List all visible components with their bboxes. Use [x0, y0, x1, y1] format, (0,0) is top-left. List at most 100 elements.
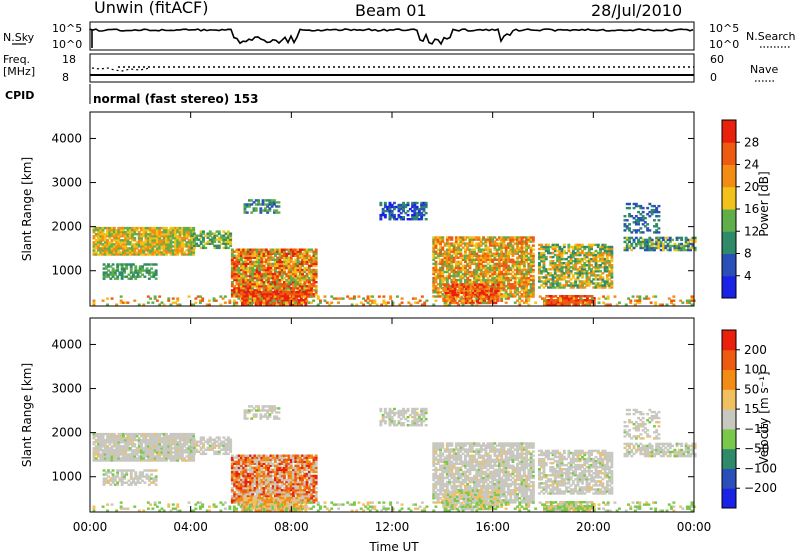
- power-cell: [552, 302, 555, 304]
- power-cell: [384, 216, 387, 218]
- power-cell: [497, 288, 500, 290]
- power-cell: [393, 214, 396, 216]
- power-cell: [658, 227, 661, 229]
- power-cell: [507, 297, 510, 299]
- power-cell: [469, 295, 472, 297]
- power-cell: [315, 285, 318, 287]
- power-cell: [201, 297, 204, 299]
- power-cell: [384, 202, 387, 204]
- power-cell: [106, 297, 109, 299]
- power-cell: [192, 253, 195, 255]
- power-cell: [672, 300, 675, 302]
- power-cell: [580, 302, 583, 304]
- power-cell: [441, 238, 444, 240]
- power-cell: [574, 280, 577, 282]
- power-cell: [116, 267, 119, 269]
- power-cell: [669, 249, 672, 251]
- power-cell: [583, 266, 586, 268]
- power-cell: [337, 302, 340, 304]
- power-cell: [469, 267, 472, 269]
- power-cell: [301, 302, 304, 304]
- power-cell: [204, 247, 207, 249]
- power-cell: [671, 239, 674, 241]
- power-cell: [635, 203, 638, 205]
- power-cell: [580, 297, 583, 299]
- power-cell: [208, 300, 211, 302]
- power-cell: [650, 302, 653, 304]
- power-cell: [401, 297, 404, 299]
- power-cell: [441, 236, 444, 238]
- power-cell: [628, 227, 631, 229]
- power-cell: [155, 269, 158, 271]
- power-cell: [426, 300, 429, 302]
- power-cell: [156, 300, 159, 302]
- power-cell: [407, 214, 410, 216]
- power-cell: [630, 243, 633, 245]
- power-cell: [393, 202, 396, 204]
- nave-label: Nave: [750, 63, 778, 76]
- power-cell: [303, 295, 306, 297]
- nsky-top-tick: 10^5: [52, 22, 82, 35]
- power-cell: [532, 249, 535, 251]
- power-cell: [597, 244, 600, 246]
- power-cell: [567, 274, 570, 276]
- power-cell: [610, 246, 613, 248]
- power-cell: [441, 247, 444, 249]
- power-cell: [532, 275, 535, 277]
- power-cell: [462, 300, 465, 302]
- power-cell: [315, 253, 318, 255]
- power-cell: [654, 302, 657, 304]
- power-cell: [563, 250, 566, 252]
- cpid-label: CPID: [5, 89, 34, 102]
- power-cell: [278, 300, 281, 302]
- power-cell: [246, 211, 249, 213]
- power-cell: [249, 295, 252, 297]
- power-cell: [362, 297, 365, 299]
- power-cell: [532, 289, 535, 291]
- power-cell: [222, 230, 225, 232]
- power-cell: [570, 300, 573, 302]
- power-cell: [543, 252, 546, 254]
- power-cell: [644, 217, 647, 219]
- power-cell: [304, 291, 307, 293]
- power-cell: [151, 302, 154, 304]
- velocity-cell: [176, 459, 179, 461]
- power-cell: [532, 261, 535, 263]
- power-cell: [155, 263, 158, 265]
- power-cell: [227, 247, 230, 249]
- power-cell: [402, 216, 405, 218]
- power-cell: [450, 300, 453, 302]
- power-cell: [315, 275, 318, 277]
- power-cell: [642, 211, 645, 213]
- power-cell: [379, 216, 382, 218]
- velocity-cell: [165, 459, 168, 461]
- power-cell: [278, 201, 281, 203]
- power-cell: [396, 295, 399, 297]
- power-cell: [624, 215, 627, 217]
- power-cell: [313, 295, 316, 297]
- power-cell: [559, 300, 562, 302]
- power-cell: [482, 236, 485, 238]
- nsearch-top-tick: 10^5: [709, 22, 739, 35]
- power-cell: [235, 302, 238, 304]
- power-cell: [444, 300, 447, 302]
- power-cell: [224, 302, 227, 304]
- power-cell: [572, 274, 575, 276]
- power-cell: [662, 249, 665, 251]
- power-cell: [658, 231, 661, 233]
- power-cell: [155, 278, 158, 280]
- power-cell: [549, 272, 552, 274]
- power-cell: [450, 236, 453, 238]
- power-cell: [456, 294, 459, 296]
- power-cell: [589, 302, 592, 304]
- power-cell: [658, 205, 661, 207]
- power-cell: [450, 238, 453, 240]
- power-cell: [475, 297, 478, 299]
- power-cell: [167, 300, 170, 302]
- power-cell: [488, 286, 491, 288]
- power-cell: [610, 280, 613, 282]
- power-cell: [227, 230, 230, 232]
- power-cell: [228, 300, 231, 302]
- power-cell: [527, 300, 530, 302]
